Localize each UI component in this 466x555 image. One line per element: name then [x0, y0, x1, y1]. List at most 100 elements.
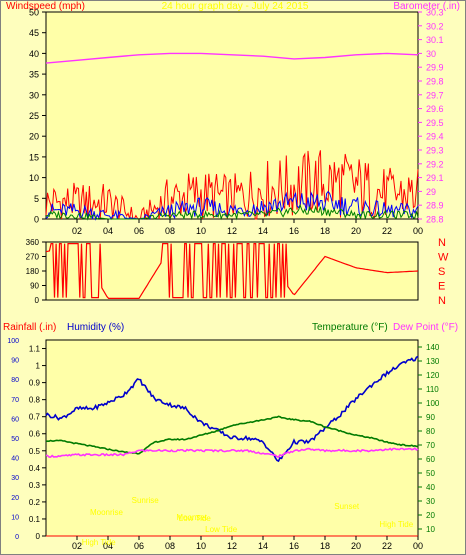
barometer-y-tick-label: 28.9 — [426, 201, 444, 211]
humidity-label: Humidity (%) — [67, 322, 124, 333]
humidity-y-tick-label: 30 — [11, 475, 19, 482]
wind-y-tick-label: 45 — [29, 28, 39, 38]
humidity-y-tick-label: 90 — [11, 358, 19, 365]
barometer-y-tick-label: 29.1 — [426, 173, 444, 183]
barometer-y-tick-label: 29.8 — [426, 77, 444, 87]
temperature-y-tick-label: 60 — [426, 455, 435, 464]
humidity-y-tick-label: 0 — [15, 534, 19, 541]
temperature-x-tick-label: 12 — [227, 541, 237, 551]
barometer-y-tick-label: 29.7 — [426, 90, 444, 100]
rain-y-tick-label: 1.1 — [29, 345, 41, 354]
rain-y-tick-label: 0.6 — [29, 430, 41, 439]
dewpoint-label: Dew Point (°F) — [393, 322, 458, 333]
annotation-label: Low Tide — [205, 525, 238, 534]
compass-label: E — [438, 281, 445, 293]
compass-label: W — [438, 252, 449, 264]
wind-y-tick-label: 35 — [29, 70, 39, 80]
annotation-label: Sunrise — [132, 496, 160, 505]
wind-y-tick-label: 0 — [34, 215, 39, 225]
humidity-y-tick-label: 50 — [11, 436, 19, 443]
humidity-y-tick-label: 70 — [11, 397, 19, 404]
wind-y-tick-label: 30 — [29, 90, 39, 100]
direction-y-tick-label: 90 — [30, 282, 39, 291]
wind-x-tick-label: 18 — [320, 226, 330, 236]
barometer-y-tick-label: 29.6 — [426, 104, 444, 114]
temperature-x-tick-label: 04 — [103, 541, 113, 551]
temperature-x-tick-label: 08 — [165, 541, 175, 551]
wind-x-tick-label: 02 — [72, 226, 82, 236]
temperature-series — [45, 415, 419, 455]
wind-y-tick-label: 5 — [34, 194, 39, 204]
annotation-label: High Tide — [82, 538, 116, 547]
direction-y-tick-label: 180 — [26, 267, 40, 276]
wind-x-tick-label: 10 — [196, 226, 206, 236]
barometer-y-tick-label: 30 — [426, 49, 436, 59]
barometer-y-tick-label: 30.3 — [426, 8, 444, 18]
wind-x-tick-label: 20 — [351, 226, 361, 236]
barometer-y-tick-label: 29.9 — [426, 63, 444, 73]
graph-title: 24 hour graph day - July 24 2015 — [162, 1, 309, 12]
rain-y-tick-label: 0.7 — [29, 413, 41, 422]
rainfall-label: Rainfall (.in) — [3, 322, 56, 333]
temperature-x-tick-label: 00 — [413, 541, 423, 551]
wind-y-tick-label: 20 — [29, 132, 39, 142]
wind-y-tick-label: 15 — [29, 152, 39, 162]
direction-y-tick-label: 360 — [26, 238, 40, 247]
compass-label: N — [438, 295, 446, 307]
wind-x-tick-label: 00 — [413, 226, 423, 236]
barometer-series — [45, 52, 419, 64]
temperature-y-tick-label: 100 — [426, 399, 440, 408]
barometer-y-tick-label: 29.3 — [426, 146, 444, 156]
annotation-label: Low Tide — [179, 514, 212, 523]
wind-x-tick-label: 04 — [103, 226, 113, 236]
annotation-label: Moonrise — [90, 508, 123, 517]
temperature-y-tick-label: 120 — [426, 371, 440, 380]
rain-y-tick-label: 0.4 — [29, 464, 41, 473]
direction-y-tick-label: 0 — [35, 296, 40, 305]
direction-series — [45, 243, 419, 299]
rain-y-tick-label: 0.1 — [29, 515, 41, 524]
temperature-panel: 1.110.90.80.70.60.50.40.30.20.10 1009080… — [3, 322, 458, 551]
rain-y-tick-label: 0.8 — [29, 396, 41, 405]
barometer-y-tick-label: 29.4 — [426, 132, 444, 142]
humidity-y-tick-label: 40 — [11, 456, 19, 463]
rain-y-tick-label: 0 — [36, 532, 41, 541]
wind-average-series — [45, 190, 419, 221]
direction-y-tick-label: 270 — [26, 253, 40, 262]
wind-x-tick-label: 06 — [134, 226, 144, 236]
barometer-y-tick-label: 29.5 — [426, 118, 444, 128]
temperature-y-tick-label: 130 — [426, 357, 440, 366]
temperature-y-tick-label: 140 — [426, 343, 440, 352]
dewpoint-series — [45, 447, 419, 459]
wind-x-tick-label: 12 — [227, 226, 237, 236]
humidity-y-tick-label: 20 — [11, 495, 19, 502]
temperature-x-tick-label: 02 — [72, 541, 82, 551]
rain-y-tick-label: 0.2 — [29, 498, 41, 507]
wind-y-tick-label: 40 — [29, 49, 39, 59]
annotation-label: High Tide — [379, 520, 413, 529]
barometer-y-tick-label: 30.2 — [426, 21, 444, 31]
humidity-series — [45, 355, 419, 463]
temperature-y-tick-label: 50 — [426, 469, 435, 478]
temperature-x-tick-label: 20 — [351, 541, 361, 551]
temperature-y-tick-label: 20 — [426, 511, 435, 520]
compass-label: N — [438, 237, 446, 249]
wind-y-tick-label: 10 — [29, 173, 39, 183]
temperature-y-tick-label: 40 — [426, 483, 435, 492]
rain-y-tick-label: 0.3 — [29, 481, 41, 490]
rain-y-tick-label: 0.9 — [29, 379, 41, 388]
temperature-x-tick-label: 18 — [320, 541, 330, 551]
temperature-y-tick-label: 70 — [426, 441, 435, 450]
temperature-x-tick-label: 14 — [258, 541, 268, 551]
humidity-y-tick-label: 80 — [11, 377, 19, 384]
annotation-label: Moonset — [176, 513, 207, 522]
compass-label: S — [438, 266, 445, 278]
wind-x-tick-label: 16 — [289, 226, 299, 236]
wind-x-tick-label: 22 — [382, 226, 392, 236]
wind-y-tick-label: 50 — [29, 8, 39, 18]
wind-y-tick-label: 25 — [29, 111, 39, 121]
temperature-x-tick-label: 10 — [196, 541, 206, 551]
